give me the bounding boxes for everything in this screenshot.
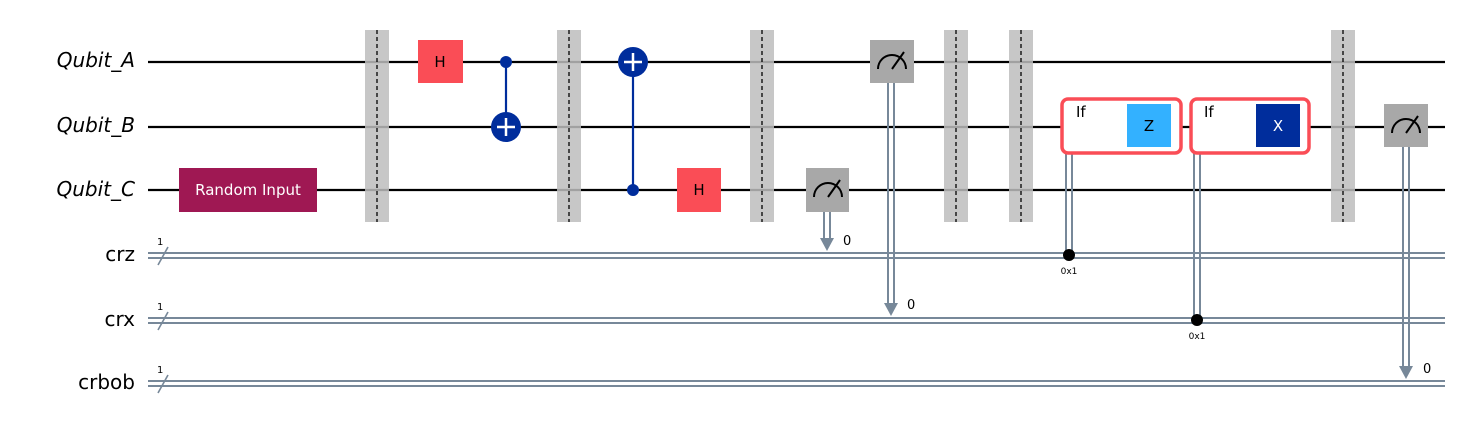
x-gate-label: X — [1273, 117, 1283, 135]
z-gate — [1127, 104, 1171, 147]
h-gate-qubit-a-label: H — [434, 53, 445, 71]
h-gate-qubit-c — [677, 168, 721, 212]
if-block-crx — [1189, 97, 1311, 326]
crz-wire — [148, 252, 1445, 259]
measure-qubit-a — [870, 40, 914, 316]
random-input-gate — [179, 168, 317, 212]
measure-qubit-a-bit: 0 — [907, 298, 915, 313]
measure-qubit-b — [1384, 104, 1428, 379]
condition-dot — [1063, 249, 1075, 261]
crx-label: crx — [104, 307, 135, 331]
crbob-label: crbob — [78, 370, 135, 394]
measure-qubit-b-bit: 0 — [1423, 362, 1431, 377]
meter-icon — [813, 182, 843, 198]
condition-dot — [1191, 314, 1203, 326]
svg-text:1: 1 — [157, 237, 163, 248]
barrier-3 — [750, 30, 774, 222]
crbob-size-marker: 1 — [157, 365, 169, 394]
qubit-c-label: Qubit_C — [57, 177, 136, 201]
crbob-wire — [148, 380, 1445, 387]
h-gate-qubit-c-label: H — [693, 181, 704, 199]
crx-wire — [148, 317, 1445, 324]
x-gate — [1256, 104, 1300, 147]
if-block-crz — [1060, 97, 1183, 261]
svg-text:1: 1 — [157, 302, 163, 313]
meter-icon — [877, 54, 907, 70]
control-dot — [627, 184, 639, 196]
if-block-crz-label: If — [1076, 103, 1086, 121]
measure-qubit-c — [806, 168, 849, 251]
control-dot — [500, 56, 512, 68]
qubit-a-label: Qubit_A — [57, 48, 135, 72]
measure-qubit-c-bit: 0 — [843, 234, 851, 249]
if-block-crx-condition: 0x1 — [1189, 332, 1206, 342]
h-gate-qubit-a — [418, 40, 463, 83]
svg-text:1: 1 — [157, 365, 163, 376]
if-block-crx-label: If — [1204, 103, 1214, 121]
barrier-6 — [1331, 30, 1355, 222]
crx-size-marker: 1 — [157, 302, 169, 331]
cnot-a-to-b — [491, 56, 521, 142]
crz-label: crz — [105, 242, 135, 266]
qubit-b-label: Qubit_B — [57, 113, 135, 137]
meter-icon — [1391, 118, 1421, 134]
cnot-c-to-a — [618, 47, 648, 196]
barrier-5 — [1009, 30, 1033, 222]
if-block-crz-condition: 0x1 — [1061, 267, 1078, 277]
z-gate-label: Z — [1144, 117, 1154, 135]
crz-size-marker: 1 — [157, 237, 169, 266]
barrier-2 — [557, 30, 581, 222]
barrier-1 — [365, 30, 389, 222]
barrier-4 — [944, 30, 968, 222]
random-input-label: Random Input — [195, 181, 301, 199]
